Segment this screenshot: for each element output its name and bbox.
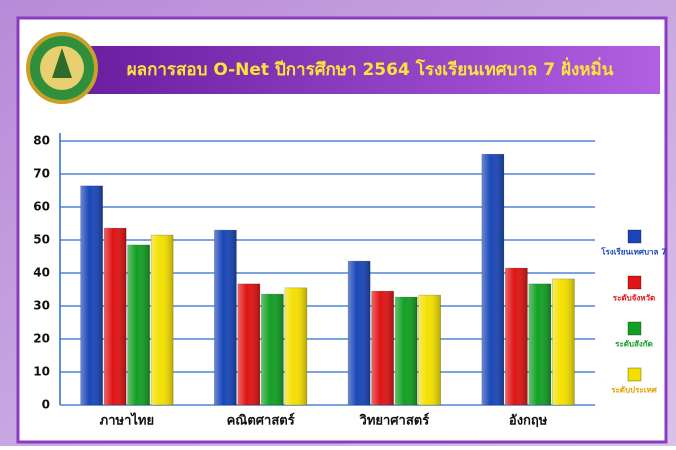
bar-shine: [348, 261, 371, 405]
y-tick-label: 10: [33, 365, 50, 379]
bar-shine: [481, 154, 504, 405]
legend-swatch: [627, 229, 642, 244]
legend-label: ระดับจังหวัด: [613, 294, 655, 303]
bar-shine: [528, 283, 551, 405]
title-banner: [85, 46, 660, 94]
legend-label: โรงเรียนเทศบาล 7: [600, 247, 667, 257]
y-tick-label: 60: [33, 200, 50, 214]
bar-shine: [80, 185, 103, 405]
y-tick-label: 0: [42, 398, 50, 412]
bar-shine: [214, 230, 237, 405]
bar-shine: [371, 291, 394, 405]
y-tick-label: 40: [33, 266, 50, 280]
bar-shine: [127, 244, 150, 405]
x-tick-label: คณิตศาสตร์: [227, 413, 295, 429]
chart-title: ผลการสอบ O-Net ปีการศึกษา 2564 โรงเรียนเ…: [127, 57, 614, 80]
legend-swatch: [627, 321, 642, 336]
bar-shine: [505, 268, 528, 405]
bar-shine: [552, 278, 575, 405]
legend-swatch: [627, 275, 642, 290]
legend-label: ระดับสังกัด: [615, 340, 653, 349]
bar-shine: [104, 228, 127, 405]
bar-shine: [261, 294, 284, 405]
legend-label: ระดับประเทศ: [611, 386, 658, 395]
bar-shine: [284, 287, 307, 405]
bar-shine: [418, 295, 441, 405]
y-tick-label: 70: [33, 167, 50, 181]
emblem: [26, 32, 98, 104]
bar-shine: [395, 297, 418, 405]
x-tick-label: วิทยาศาสตร์: [359, 413, 429, 429]
y-tick-label: 80: [33, 134, 50, 148]
bar-shine: [151, 235, 174, 405]
y-tick-label: 50: [33, 233, 50, 247]
y-tick-label: 20: [33, 332, 50, 346]
legend-swatch: [627, 367, 642, 382]
bar-shine: [237, 283, 260, 405]
x-tick-label: อังกฤษ: [509, 414, 548, 429]
x-tick-label: ภาษาไทย: [100, 412, 154, 429]
y-tick-label: 30: [33, 299, 50, 313]
